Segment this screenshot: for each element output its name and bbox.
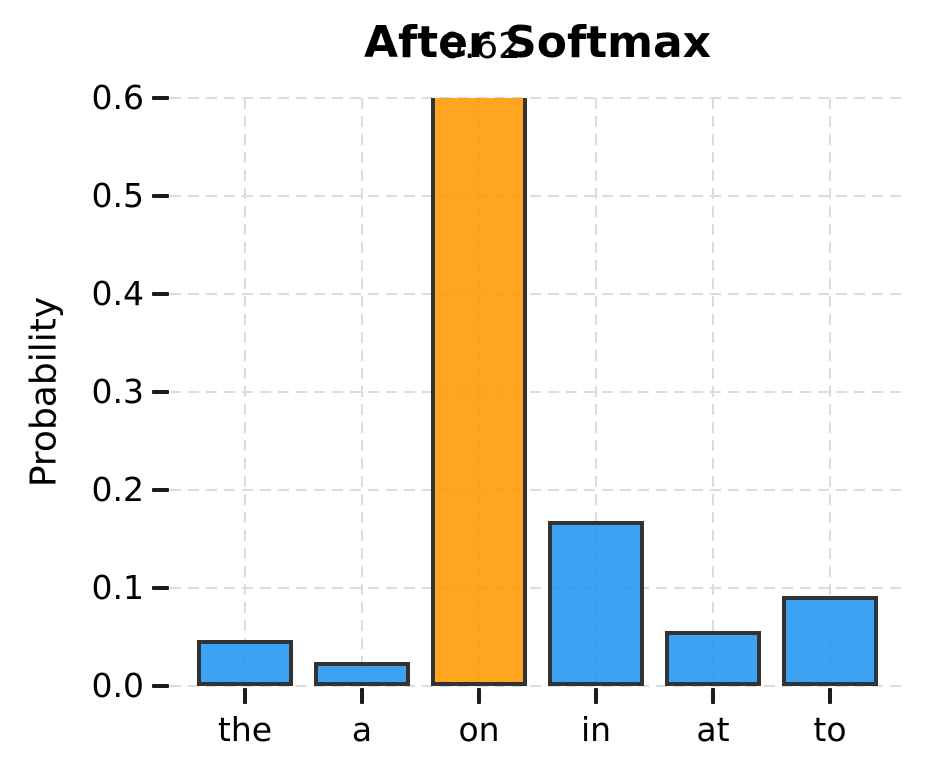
highlight-bar-value-label: 0.62	[440, 26, 522, 67]
x-tick-label-a: a	[351, 710, 373, 749]
gridline-x-in	[595, 98, 597, 686]
y-tick-0.4	[152, 292, 169, 296]
gridline-y-0.3	[170, 391, 905, 393]
y-tick-label-0.5: 0.5	[91, 176, 144, 215]
x-tick-a	[360, 688, 364, 704]
gridline-x-at	[712, 98, 714, 686]
bar-a	[314, 662, 410, 686]
gridline-x-a	[361, 98, 363, 686]
gridline-y-0.1	[170, 587, 905, 589]
y-tick-label-0.6: 0.6	[91, 78, 144, 117]
y-tick-0.2	[152, 488, 169, 492]
y-tick-0.3	[152, 390, 169, 394]
bar-in	[548, 521, 644, 686]
x-tick-in	[594, 688, 598, 704]
y-tick-label-0.1: 0.1	[91, 568, 144, 607]
x-tick-at	[711, 688, 715, 704]
gridline-y-0.5	[170, 195, 905, 197]
y-tick-label-0.3: 0.3	[91, 372, 144, 411]
gridline-y-0.6	[170, 97, 905, 99]
y-tick-0.5	[152, 194, 169, 198]
gridline-y-0.2	[170, 489, 905, 491]
y-tick-label-0.0: 0.0	[91, 666, 144, 705]
x-tick-the	[243, 688, 247, 704]
x-tick-label-the: the	[217, 710, 273, 749]
gridline-x-the	[244, 98, 246, 686]
x-tick-label-to: to	[813, 710, 847, 749]
plot-area	[170, 97, 905, 687]
gridline-x-to	[829, 98, 831, 686]
y-tick-0.6	[152, 96, 169, 100]
x-tick-label-on: on	[458, 710, 500, 749]
x-tick-on	[477, 688, 481, 704]
bar-at	[665, 631, 761, 686]
bar-to	[782, 596, 878, 686]
x-tick-to	[828, 688, 832, 704]
gridline-y-0.4	[170, 293, 905, 295]
y-tick-label-0.4: 0.4	[91, 274, 144, 313]
y-tick-label-0.2: 0.2	[91, 470, 144, 509]
x-tick-label-in: in	[580, 710, 612, 749]
chart-title: After Softmax	[363, 17, 712, 68]
y-tick-0.1	[152, 586, 169, 590]
bar-the	[197, 640, 293, 686]
gridline-y-0.0	[170, 685, 905, 687]
x-tick-label-at: at	[696, 710, 730, 749]
bar-on	[431, 98, 527, 686]
y-tick-0.0	[152, 684, 169, 688]
